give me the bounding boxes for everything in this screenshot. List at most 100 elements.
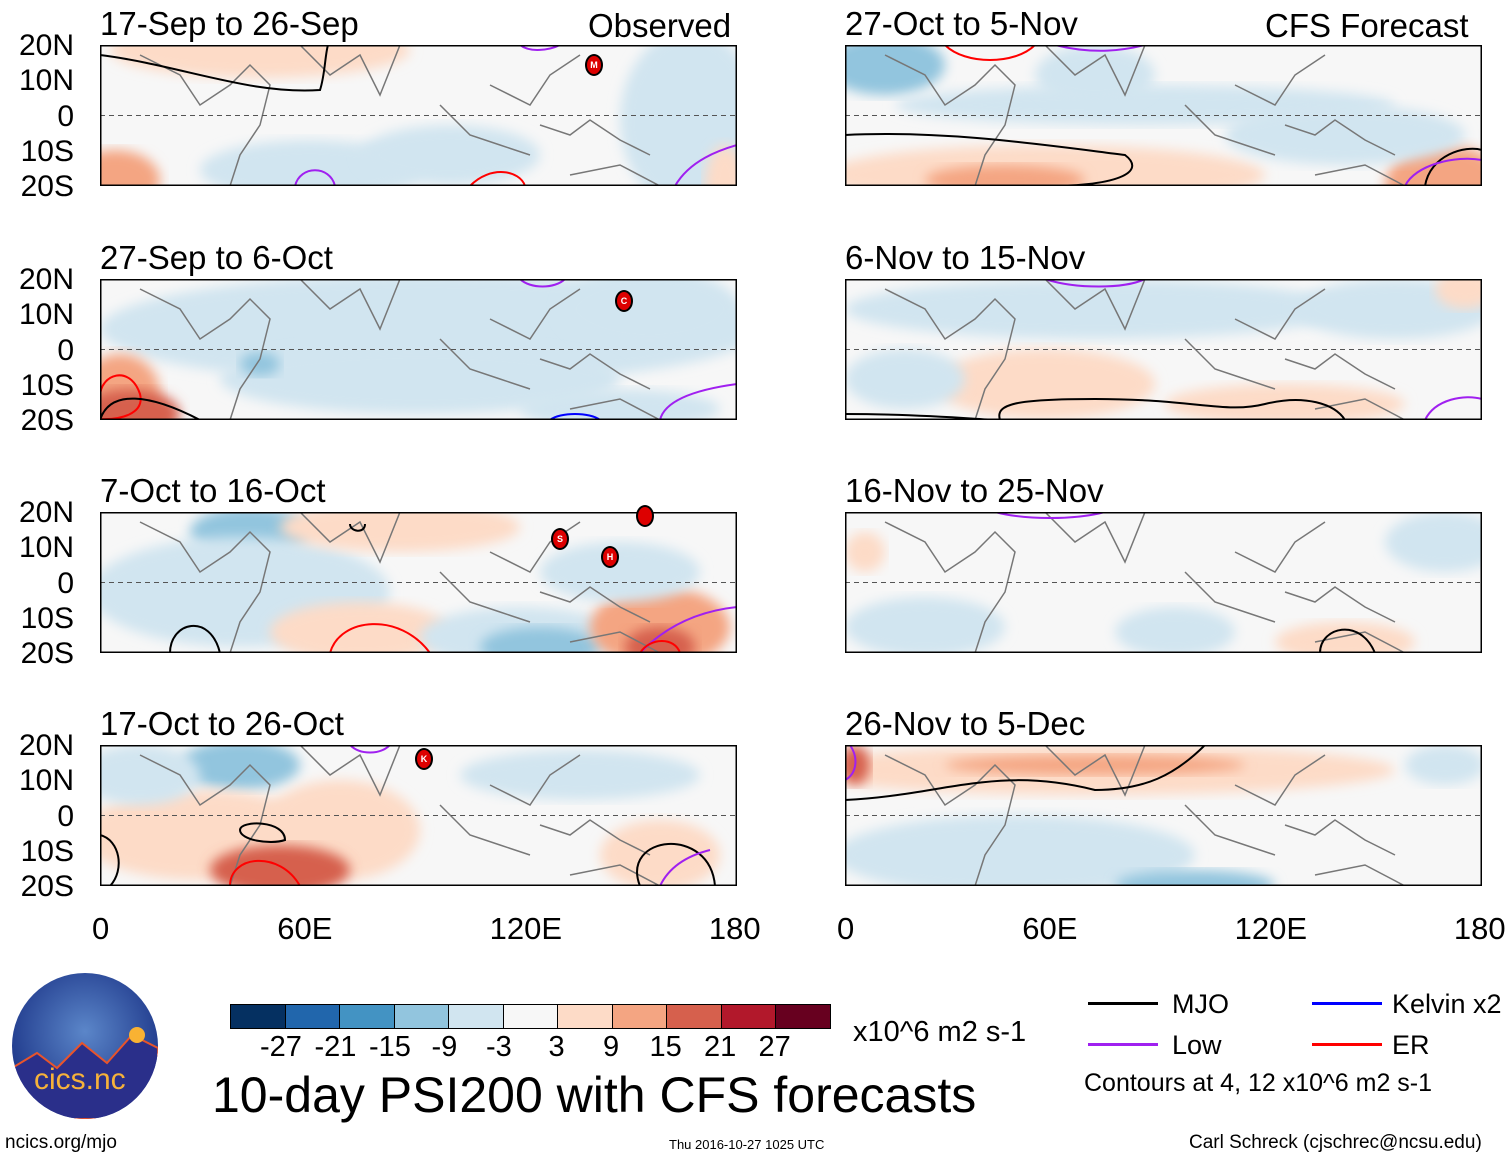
colorbar: [230, 1004, 831, 1029]
anomaly-shading: [845, 45, 945, 95]
er-contour: [639, 640, 681, 653]
low-contour: [674, 144, 737, 186]
anomaly-shading: [110, 45, 410, 78]
colorbar-swatch: [776, 1005, 830, 1028]
low-contour: [1404, 157, 1482, 186]
anomaly-shading: [270, 602, 450, 653]
lat-label: 20N: [18, 263, 74, 296]
anomaly-shading: [180, 745, 300, 790]
anomaly-shading: [1115, 607, 1235, 653]
low-contour: [659, 383, 737, 420]
psi200-map-panel: [100, 45, 737, 186]
low-contour: [294, 169, 336, 186]
mjo-contour: [845, 745, 1206, 801]
lat-label: 10N: [18, 64, 74, 98]
er-contour: [469, 171, 526, 186]
anomaly-shading: [1115, 870, 1275, 886]
mjo-contour: [1319, 628, 1376, 653]
mjo-contour: [349, 523, 366, 532]
colorbar-tick: -3: [486, 1031, 512, 1063]
logo-text: cics.nc: [34, 1063, 126, 1096]
anomaly-shading: [280, 512, 520, 552]
lat-label: 20N: [18, 729, 74, 762]
anomaly-shading: [1275, 622, 1415, 653]
panel-title: 27-Sep to 6-Oct: [100, 239, 333, 276]
panel-title: 6-Nov to 15-Nov: [845, 239, 1086, 276]
coastline: [139, 45, 661, 186]
figure-title: 10-day PSI200 with CFS forecasts: [212, 1067, 977, 1123]
lon-label: 120E: [489, 911, 562, 946]
lat-label: 10S: [20, 601, 74, 635]
logo-mountains: [12, 1027, 158, 1119]
mjo-contour: [169, 624, 221, 653]
lon-label: 0: [837, 911, 855, 946]
panel-title: 26-Nov to 5-Dec: [845, 705, 1086, 742]
anomaly-shading: [1295, 279, 1482, 339]
mjo-contour: [100, 45, 329, 92]
anomaly-shading: [100, 745, 200, 805]
legend-low: Low: [1172, 1030, 1222, 1060]
lat-label: 20S: [20, 637, 74, 670]
tropical-cyclone-icon: H: [601, 546, 619, 568]
lon-label: 60E: [277, 911, 333, 946]
low-contour: [349, 745, 391, 754]
lat-label: 0: [57, 333, 74, 367]
mjo-contour: [100, 834, 120, 886]
psi200-map-panel: [845, 45, 1482, 186]
mjo-contour: [845, 133, 1134, 186]
mjo-contour: [636, 842, 716, 886]
lat-label: 0: [57, 799, 74, 833]
lat-label: 20S: [20, 870, 74, 903]
low-contour: [994, 512, 1106, 519]
lon-label: 60E: [1022, 911, 1078, 946]
colorbar-swatch: [394, 1005, 449, 1028]
anomaly-shading: [100, 150, 160, 186]
footer-url[interactable]: ncics.org/mjo: [5, 1132, 117, 1153]
footer-author: Carl Schreck (cjschrec@ncsu.edu): [1189, 1132, 1482, 1153]
forecast-label: CFS Forecast: [1265, 7, 1469, 44]
anomaly-shading: [845, 815, 1195, 886]
legend-er: ER: [1392, 1030, 1430, 1060]
lat-label: 10S: [20, 368, 74, 402]
mjo-contour: [845, 397, 1346, 420]
mjo-contour: [239, 822, 287, 843]
colorbar-tick: 15: [649, 1031, 682, 1063]
coastline: [884, 45, 1406, 186]
anomaly-shading: [560, 279, 737, 349]
panel-title: 17-Sep to 26-Sep: [100, 5, 359, 42]
coastline: [884, 279, 1406, 420]
colorbar-tick: 3: [548, 1031, 565, 1063]
lat-label: 10S: [20, 834, 74, 868]
anomaly-shading: [480, 627, 600, 653]
anomaly-shading: [1225, 105, 1465, 165]
colorbar-tick: -15: [369, 1031, 411, 1063]
anomaly-shading: [1385, 512, 1482, 572]
lat-label: 20S: [20, 404, 74, 437]
psi200-map-panel: [845, 512, 1482, 653]
lat-label: 0: [57, 566, 74, 600]
anomaly-shading: [1165, 384, 1405, 420]
lon-label: 0: [92, 911, 110, 946]
low-contour: [845, 745, 857, 781]
tropical-cyclone-icon: S: [551, 528, 569, 550]
er-contour: [100, 374, 142, 420]
anomaly-shading: [945, 755, 1245, 775]
mjo-contour: [1424, 147, 1482, 186]
colorbar-tick: -9: [431, 1031, 458, 1063]
legend-low-line: [1088, 1043, 1158, 1046]
lat-label: 20N: [18, 29, 74, 62]
anomaly-shading: [935, 349, 1155, 419]
coastline: [139, 512, 661, 653]
legend-kelvin-line: [1312, 1002, 1382, 1005]
tropical-cyclone-icon: [636, 505, 654, 527]
er-contour: [329, 623, 431, 653]
panel-title: 16-Nov to 25-Nov: [845, 472, 1104, 509]
coastline: [884, 512, 1406, 653]
legend-er-line: [1312, 1043, 1382, 1046]
anomaly-shading: [1405, 745, 1482, 785]
colorbar-tick: 27: [758, 1031, 791, 1063]
legend-mjo-line: [1088, 1002, 1158, 1005]
anomaly-shading: [845, 349, 965, 409]
colorbar-swatch: [285, 1005, 340, 1028]
colorbar-tick: -21: [314, 1031, 357, 1063]
